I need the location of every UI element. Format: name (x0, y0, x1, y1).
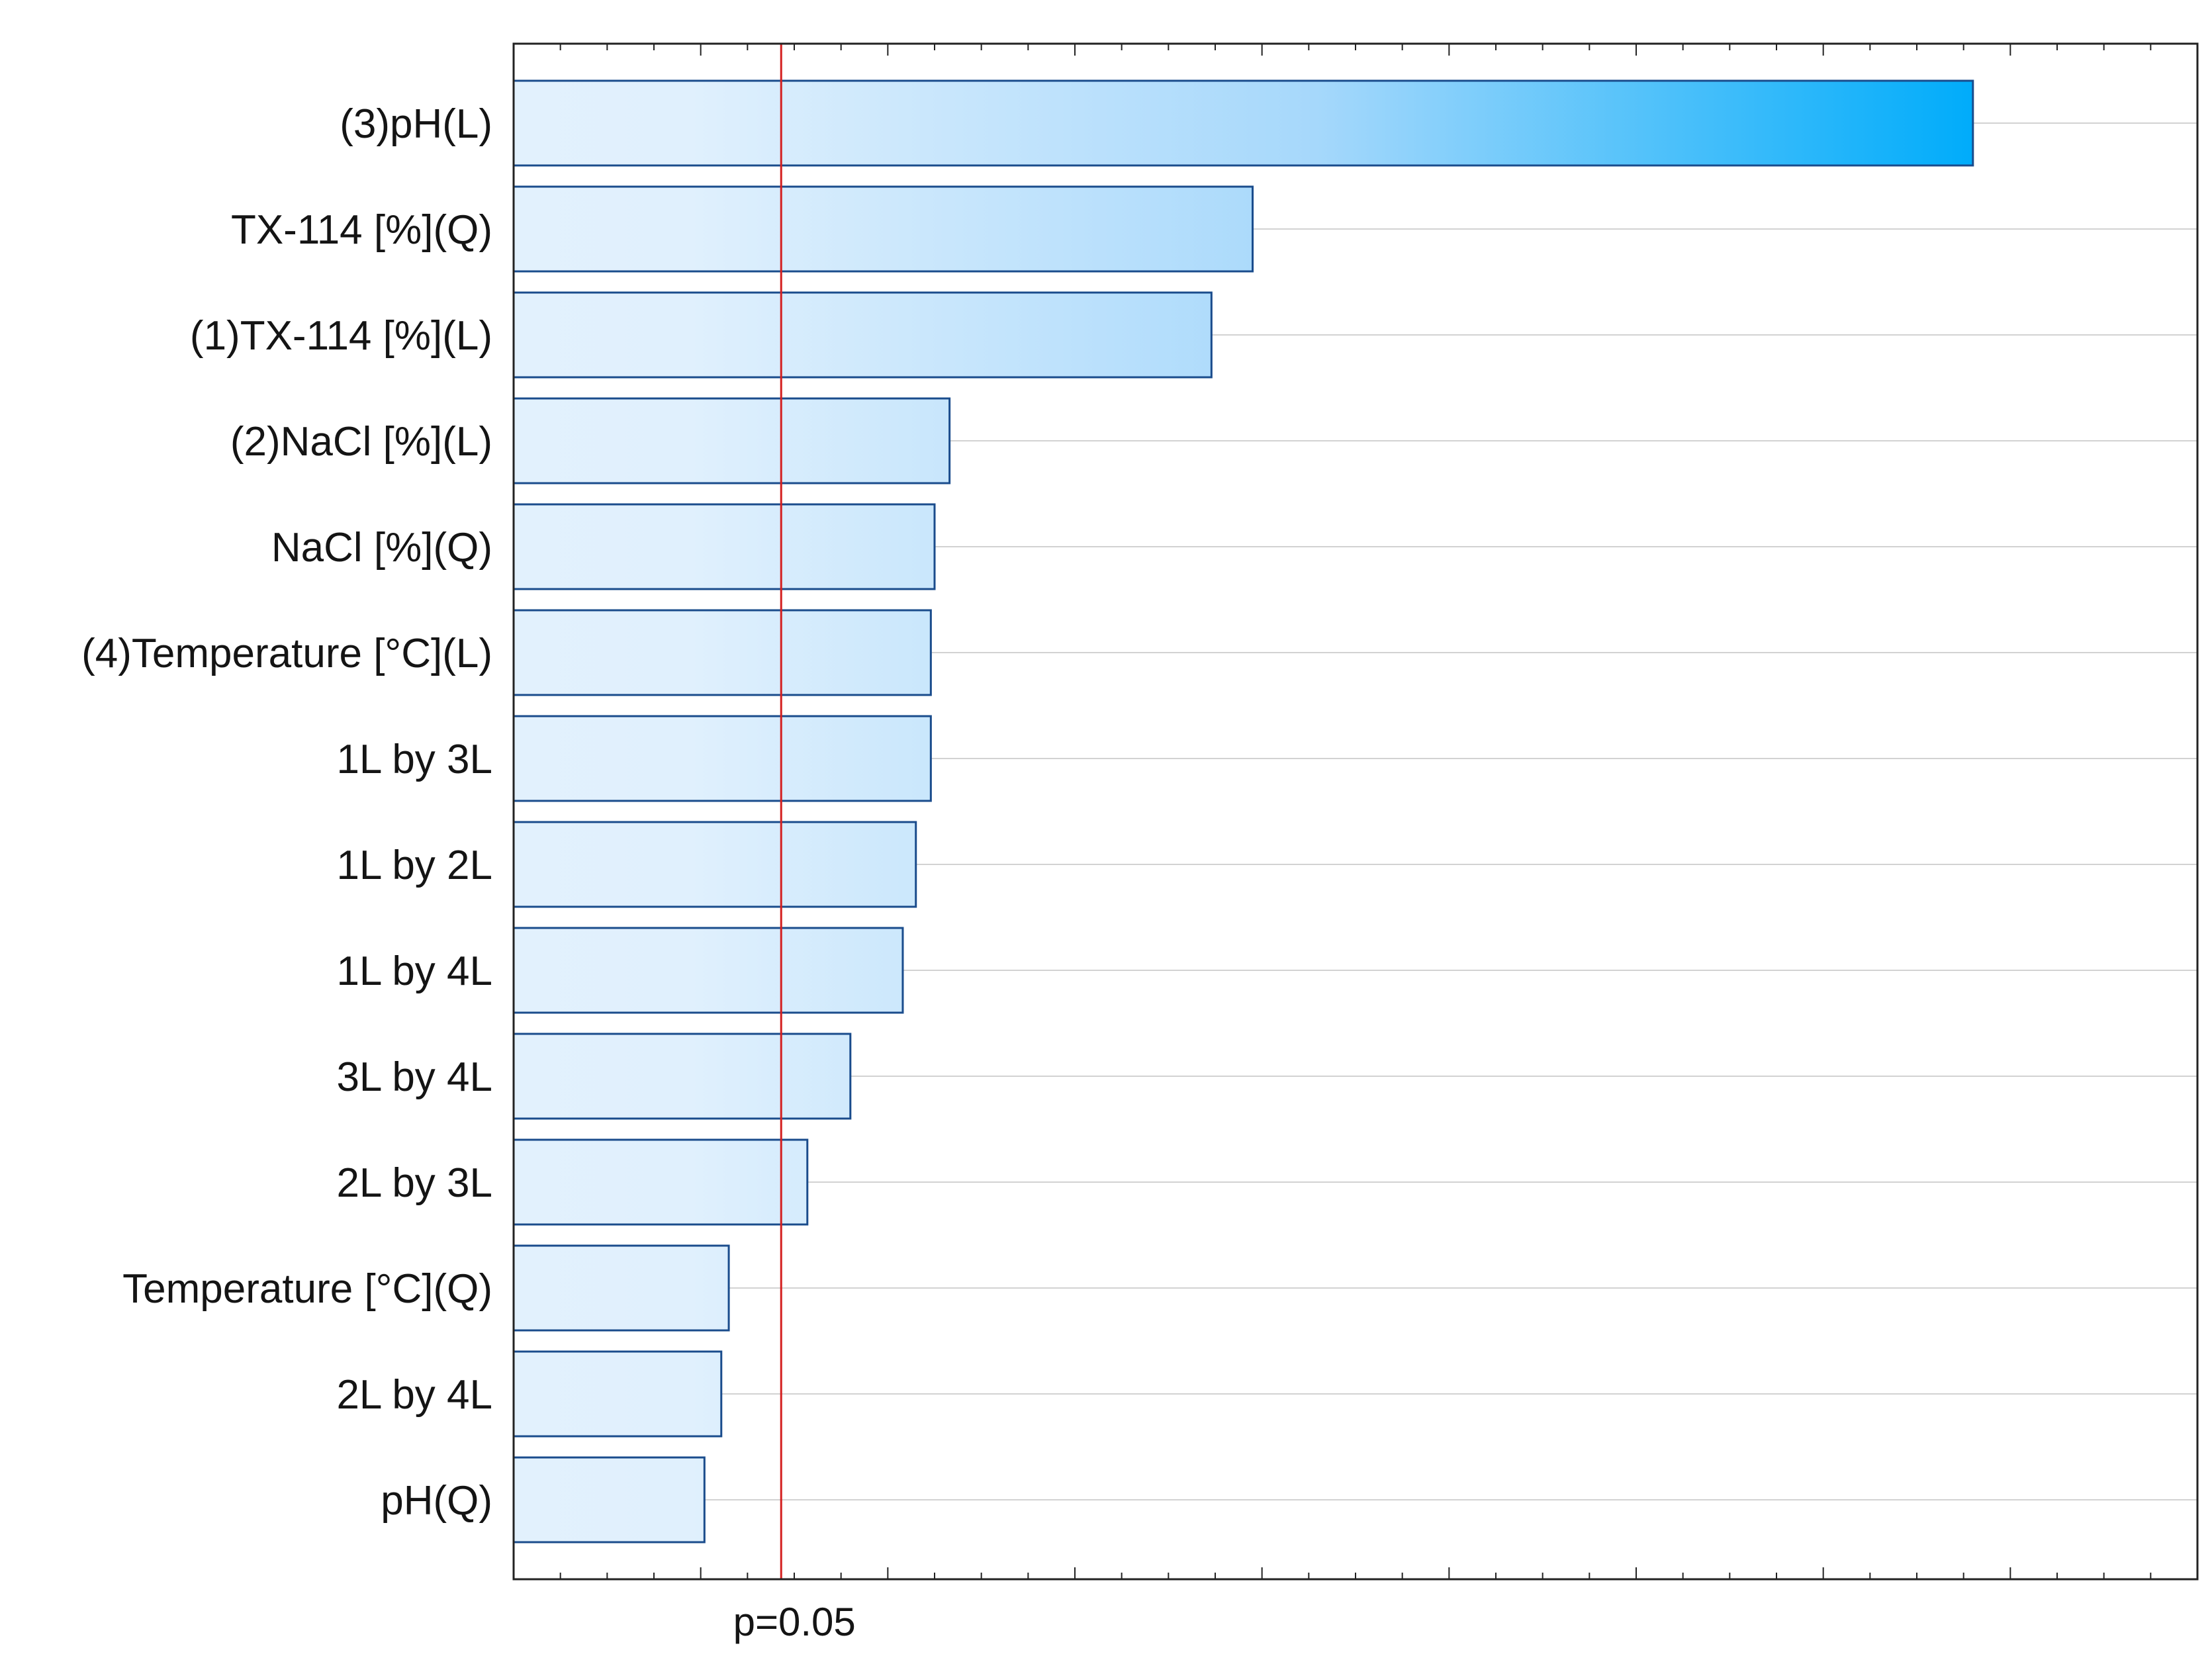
bar (512, 1138, 809, 1226)
category-label: 3L by 4L (336, 1054, 492, 1100)
bar (512, 397, 951, 484)
bar (512, 1456, 706, 1543)
category-label: TX-114 [%](Q) (231, 207, 492, 253)
category-label: 1L by 4L (336, 948, 492, 994)
bar (512, 185, 1254, 273)
category-label: NaCl [%](Q) (271, 525, 492, 571)
bar (512, 715, 932, 802)
plot-background (514, 44, 2197, 1579)
category-label: Temperature [°C](Q) (122, 1266, 492, 1312)
category-label: 2L by 4L (336, 1372, 492, 1418)
category-label: 2L by 3L (336, 1160, 492, 1206)
bar (512, 1244, 730, 1332)
bar (512, 291, 1213, 379)
bar (512, 821, 917, 908)
bar (512, 79, 1974, 167)
bar (512, 927, 904, 1014)
category-label: (3)pH(L) (340, 101, 492, 147)
category-label: 1L by 3L (336, 737, 492, 782)
category-label: pH(Q) (381, 1478, 492, 1524)
bar (512, 1033, 852, 1120)
category-label: (2)NaCl [%](L) (230, 419, 492, 465)
bars (512, 79, 1974, 1543)
category-label: (1)TX-114 [%](L) (190, 313, 492, 359)
reference-line-label: p=0.05 (733, 1600, 856, 1644)
bar (512, 503, 936, 590)
category-label: 1L by 2L (336, 843, 492, 888)
category-label: (4)Temperature [°C](L) (81, 631, 492, 676)
bar (512, 609, 932, 696)
bar (512, 1350, 723, 1438)
axis-ticks (513, 44, 2198, 1579)
category-labels: (3)pH(L) TX-114 [%](Q) (1)TX-114 [%](L) (2)… (81, 101, 856, 1644)
